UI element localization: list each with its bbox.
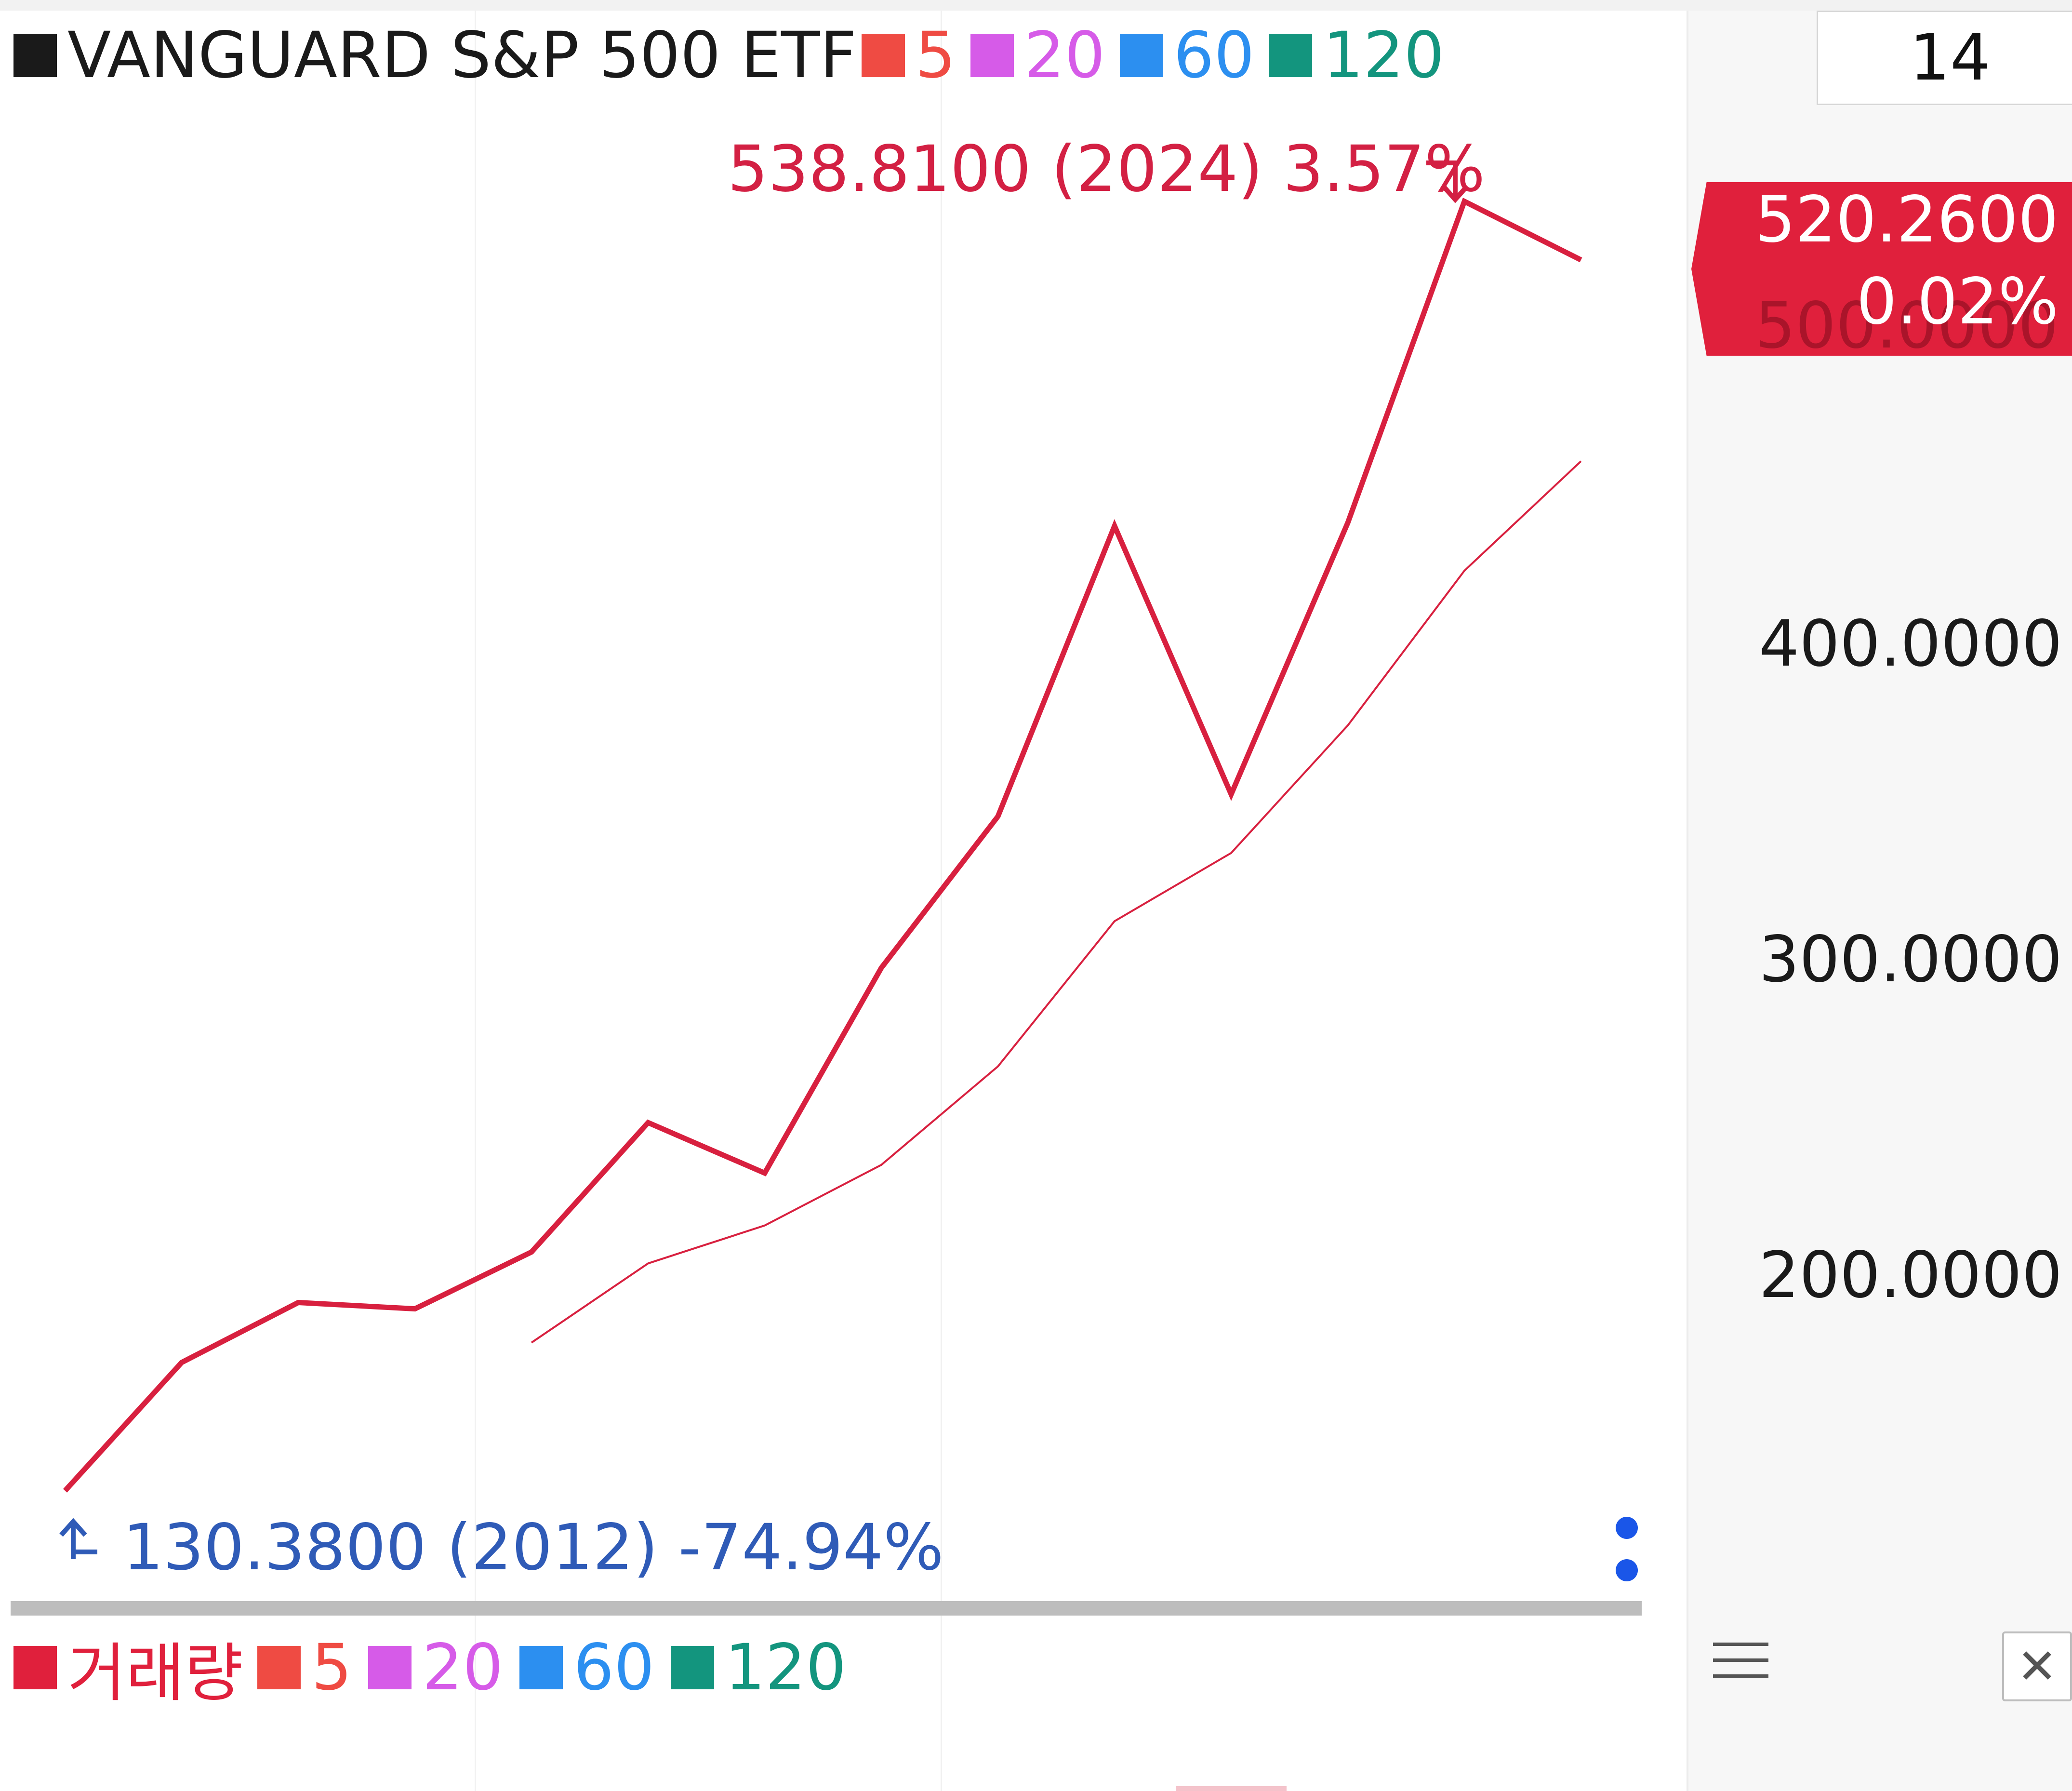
ma-5-label: 5 [915, 18, 956, 93]
volume-ma-20-label: 20 [422, 1631, 504, 1705]
volume-ma-20-color-swatch [368, 1646, 412, 1689]
ma-legend-120[interactable]: 120 [1269, 18, 1444, 93]
current-price: 520.2600 [1755, 183, 2059, 257]
ma-60-label: 60 [1173, 18, 1255, 93]
close-icon[interactable]: ✕ [2002, 1631, 2072, 1701]
hidden-tick-label: 500.0000 [1755, 289, 2059, 363]
low-annotation-text: 130.3800 (2012) -74.94% [123, 1510, 944, 1585]
volume-ma-120-color-swatch [671, 1646, 715, 1689]
volume-ma-legend-120[interactable]: 120 [671, 1631, 846, 1705]
ma-5-color-swatch [861, 34, 905, 77]
ma-60-color-swatch [1119, 34, 1163, 77]
volume-title: 거래량 [67, 1636, 243, 1711]
price-chart-area[interactable] [0, 11, 1687, 1601]
horizontal-scrollbar[interactable] [11, 1601, 1642, 1616]
volume-color-swatch [13, 1646, 57, 1689]
vertical-gridline [475, 11, 476, 1791]
high-annotation: 538.8100 (2024) 3.57% [728, 137, 1485, 201]
y-tick-label: 300.0000 [1759, 922, 2062, 997]
vertical-gridline [941, 11, 942, 1791]
ma-20-label: 20 [1024, 18, 1105, 93]
ma-legend-60[interactable]: 60 [1119, 18, 1255, 93]
volume-ma-5-color-swatch [257, 1646, 301, 1689]
volume-ma-legend-60[interactable]: 60 [519, 1631, 654, 1705]
current-price-badge [1691, 182, 2072, 356]
volume-ma-legend-5[interactable]: 5 [257, 1631, 352, 1705]
ma-20-color-swatch [970, 34, 1014, 77]
volume-legend: 거래량 5 20 60 120 [13, 1624, 863, 1711]
y-tick-label: 400.0000 [1759, 607, 2062, 681]
top-strip [0, 0, 2072, 11]
high-arrow-icon [1426, 160, 1469, 203]
menu-icon[interactable] [1713, 1643, 1768, 1681]
price-line [63, 198, 1582, 1493]
volume-bar-edge [1176, 1786, 1287, 1791]
ma-5-line [531, 460, 1582, 1344]
volume-ma-5-label: 5 [311, 1631, 352, 1705]
ma-legend-5[interactable]: 5 [861, 18, 956, 93]
chart-title: VANGUARD S&P 500 ETF [67, 18, 857, 93]
ma-legend-20[interactable]: 20 [970, 18, 1105, 93]
volume-ma-120-label: 120 [725, 1631, 847, 1705]
more-options-icon[interactable] [1612, 1511, 1641, 1588]
volume-ma-legend-20[interactable]: 20 [368, 1631, 503, 1705]
ma-120-label: 120 [1323, 18, 1445, 93]
current-change-percent: 0.02% [1856, 265, 2059, 339]
chart-legend: VANGUARD S&P 500 ETF 5 20 60 120 [13, 14, 1459, 96]
volume-ma-60-label: 60 [573, 1631, 655, 1705]
low-annotation: 130.3800 (2012) -74.94% [123, 1516, 944, 1579]
high-annotation-text: 538.8100 (2024) 3.57% [728, 132, 1486, 206]
period-input[interactable]: 14 [1817, 11, 2072, 105]
volume-ma-60-color-swatch [519, 1646, 563, 1689]
title-square-icon [13, 34, 57, 77]
ma-120-color-swatch [1269, 34, 1313, 77]
low-arrow-icon [59, 1518, 97, 1559]
y-tick-label: 200.0000 [1759, 1238, 2062, 1312]
